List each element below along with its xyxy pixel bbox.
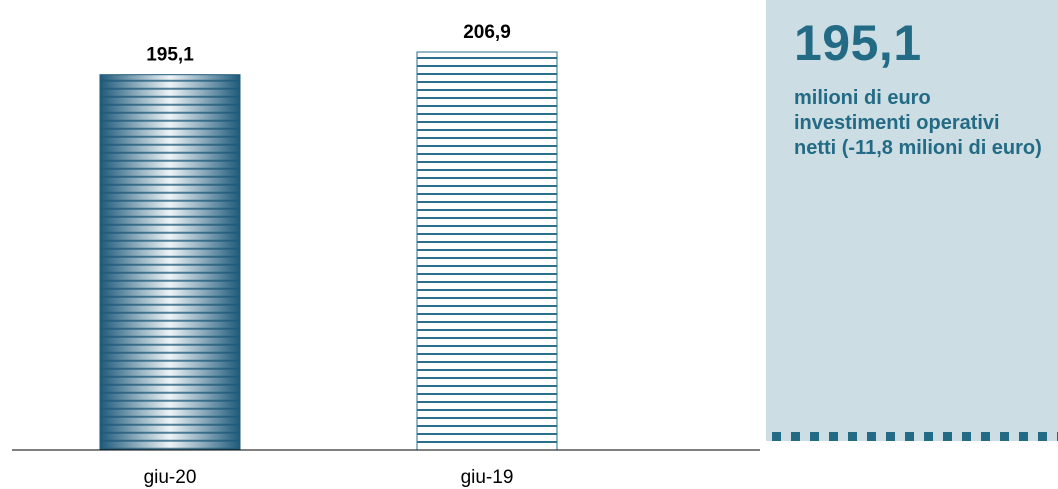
highlight-panel: 195,1 milioni di euro investimenti opera… [766,0,1058,441]
category-label-giu-20: giu-20 [144,467,197,488]
value-label-giu-19: 206,9 [463,22,511,43]
value-labels: 195,1 206,9 [146,22,511,66]
bar-chart: 195,1 206,9 giu-20 giu-19 [12,22,760,488]
category-label-giu-19: giu-19 [461,467,514,488]
headline-value: 195,1 [794,15,922,71]
category-labels: giu-20 giu-19 [144,467,514,488]
headline-caption: milioni di euro investimenti operativi n… [794,87,1042,159]
bars [99,51,558,451]
dotted-divider [772,432,1058,441]
bar-giu-20 [99,74,241,451]
value-label-giu-20: 195,1 [146,45,194,66]
bar-giu-19 [416,51,558,451]
